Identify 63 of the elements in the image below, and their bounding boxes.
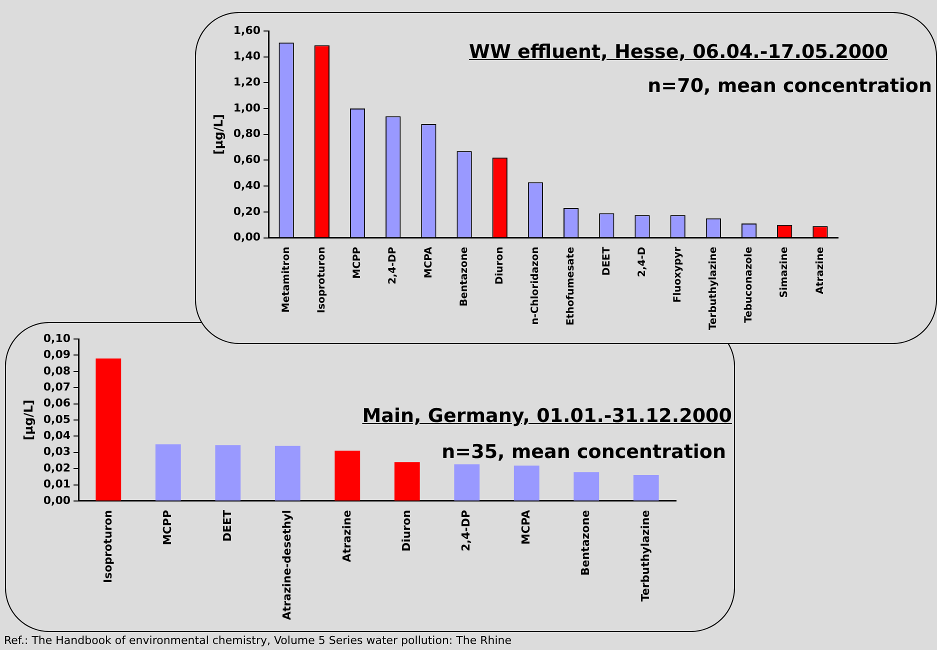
x-tick-label: Terbuthylazine	[638, 510, 652, 602]
x-tick-label: 2,4-DP	[388, 246, 399, 284]
y-axis-title: [µg/L]	[211, 114, 226, 155]
x-tick-label: Isoproturon	[101, 510, 114, 583]
x-tick-label: MCPP	[352, 246, 364, 279]
x-tick-label: Ethofumesate	[566, 246, 577, 326]
y-tick-label: 1,20	[233, 76, 261, 89]
text: n=70, mean concentration	[648, 75, 932, 97]
y-tick-label: 0,04	[43, 429, 71, 442]
y-tick-label: 0,08	[43, 364, 71, 378]
y-tick-label: 0,03	[43, 445, 71, 458]
x-tick-label: 2,4-D	[636, 246, 648, 277]
y-tick-label: 0,60	[233, 153, 261, 166]
y-tick-label: 0,01	[43, 478, 71, 491]
bar	[274, 446, 300, 500]
x-tick-label: Fluoxypyr	[672, 246, 684, 303]
x-tick-label: MCPA	[423, 246, 434, 278]
x-tick-label: Atrazine	[814, 246, 826, 294]
bar	[574, 472, 600, 500]
y-tick-label: 0,00	[43, 494, 71, 507]
y-tick-label: 0,00	[233, 230, 261, 244]
y-tick-label: 0,06	[43, 396, 71, 410]
x-tick-label: Tebuconazole	[744, 246, 755, 323]
x-tick-label: Atrazine	[340, 510, 354, 562]
bar	[633, 475, 659, 500]
text: Main, Germany, 01.01.-31.12.2000	[362, 405, 732, 427]
y-tick-label: 1,00	[233, 101, 261, 114]
text: Ref.: The Handbook of environmental chemistry, Volume 5 Series water pollution: The Rhine	[4, 634, 512, 647]
bar	[215, 445, 241, 500]
x-tick-label: Metamitron	[280, 246, 292, 313]
x-tick-label: n-Chloridazon	[530, 246, 542, 325]
bar	[394, 462, 420, 500]
bar	[514, 466, 540, 500]
x-tick-label: Bentazone	[458, 246, 470, 306]
y-tick-label: 0,07	[43, 380, 71, 394]
x-tick-label: MCPP	[161, 510, 174, 546]
x-tick-label: MCPA	[519, 510, 532, 545]
x-tick-label: Simazine	[779, 246, 790, 298]
y-tick-label: 0,05	[43, 412, 71, 426]
x-tick-label: Diuron	[494, 246, 506, 285]
y-tick-label: 0,20	[233, 204, 261, 218]
x-tick-label: DEET	[220, 509, 234, 542]
y-tick-label: 1,60	[233, 24, 261, 37]
text: n=35, mean concentration	[442, 441, 726, 463]
y-tick-label: 0,40	[233, 178, 261, 192]
y-tick-label: 0,09	[43, 348, 71, 362]
y-axis-title: [µg/L]	[21, 400, 36, 440]
x-tick-label: DEET	[601, 246, 612, 276]
x-tick-label: Bentazone	[579, 510, 592, 576]
x-tick-label: 2,4-DP	[460, 510, 473, 552]
y-tick-label: 1,40	[233, 50, 261, 63]
bar	[96, 358, 122, 500]
y-tick-label: 0,80	[233, 127, 261, 140]
x-tick-label: Isoproturon	[316, 246, 328, 314]
x-tick-label: Terbuthylazine	[708, 246, 720, 330]
bar	[454, 464, 480, 500]
text: WW effluent, Hesse, 06.04.-17.05.2000	[468, 41, 888, 63]
bar	[334, 450, 360, 500]
x-tick-label: Diuron	[400, 510, 413, 552]
y-tick-label: 0,02	[43, 461, 71, 474]
x-tick-label: Atrazine-desethyl	[280, 510, 294, 620]
bar	[155, 444, 181, 500]
y-tick-label: 0,10	[43, 332, 71, 345]
